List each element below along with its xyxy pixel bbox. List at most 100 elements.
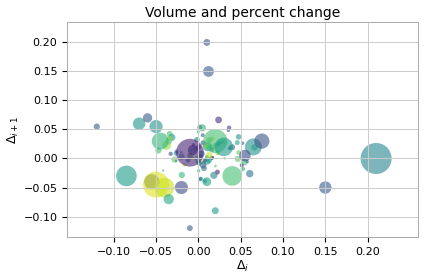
Point	[220, 145, 227, 149]
Point	[234, 157, 241, 161]
Point	[161, 185, 168, 190]
Point	[238, 163, 245, 167]
Point	[136, 122, 142, 126]
Point	[215, 118, 222, 122]
Point	[201, 158, 208, 163]
Point	[373, 156, 379, 161]
Point	[192, 146, 199, 151]
Point	[219, 139, 226, 144]
Point	[178, 154, 185, 159]
Point	[200, 163, 206, 167]
Point	[190, 143, 197, 147]
Point	[209, 136, 216, 141]
Point	[204, 40, 210, 45]
Point	[198, 176, 204, 181]
Point	[160, 168, 167, 173]
Point	[204, 144, 211, 149]
Point	[204, 159, 210, 164]
Point	[204, 155, 210, 159]
Point	[259, 139, 265, 143]
Point	[178, 150, 185, 155]
Point	[246, 171, 253, 176]
Point	[173, 149, 180, 154]
Point	[123, 174, 130, 178]
Point	[322, 185, 329, 190]
Point	[144, 116, 151, 120]
Point	[165, 139, 172, 144]
Point	[194, 137, 201, 142]
Point	[235, 135, 242, 139]
Point	[204, 179, 210, 184]
Point	[209, 155, 216, 160]
Point	[168, 135, 175, 140]
Point	[197, 155, 204, 159]
X-axis label: $\Delta_i$: $\Delta_i$	[236, 259, 249, 274]
Point	[203, 143, 209, 148]
Point	[178, 185, 185, 190]
Point	[184, 158, 191, 162]
Point	[201, 166, 207, 171]
Point	[239, 141, 246, 145]
Point	[166, 136, 173, 141]
Point	[206, 153, 212, 158]
Point	[206, 138, 213, 142]
Y-axis label: $\Delta_{i+1}$: $\Delta_{i+1}$	[6, 115, 21, 144]
Point	[198, 151, 205, 156]
Point	[226, 146, 233, 151]
Point	[198, 160, 205, 165]
Point	[214, 170, 221, 174]
Point	[163, 143, 170, 148]
Point	[197, 177, 204, 181]
Point	[195, 169, 202, 173]
Point	[153, 124, 159, 129]
Point	[205, 69, 212, 74]
Point	[187, 153, 193, 158]
Point	[179, 173, 185, 177]
Point	[148, 179, 155, 184]
Point	[241, 160, 248, 164]
Point	[195, 130, 202, 134]
Point	[215, 141, 222, 146]
Point	[188, 155, 195, 159]
Point	[226, 125, 232, 130]
Point	[199, 125, 206, 130]
Point	[209, 156, 215, 160]
Point	[214, 151, 221, 155]
Point	[235, 150, 242, 155]
Point	[201, 179, 208, 183]
Point	[212, 164, 219, 168]
Point	[181, 162, 188, 167]
Point	[229, 145, 235, 150]
Point	[216, 141, 223, 145]
Point	[190, 148, 196, 152]
Point	[173, 159, 179, 163]
Point	[153, 182, 159, 187]
Point	[242, 153, 248, 158]
Point	[173, 151, 179, 156]
Point	[221, 156, 228, 161]
Point	[244, 159, 251, 164]
Point	[251, 145, 258, 150]
Point	[210, 173, 217, 178]
Point	[212, 209, 219, 213]
Point	[157, 139, 164, 143]
Point	[229, 174, 236, 178]
Point	[225, 128, 232, 133]
Point	[200, 141, 206, 145]
Point	[196, 125, 203, 130]
Point	[167, 151, 174, 156]
Point	[212, 143, 218, 148]
Point	[165, 197, 172, 201]
Point	[166, 132, 173, 136]
Point	[93, 124, 100, 129]
Point	[240, 167, 246, 171]
Point	[199, 133, 206, 137]
Point	[155, 148, 162, 153]
Point	[206, 158, 212, 162]
Point	[215, 142, 222, 147]
Point	[212, 139, 219, 143]
Point	[250, 145, 257, 149]
Point	[195, 157, 201, 162]
Point	[187, 226, 193, 230]
Point	[206, 145, 213, 150]
